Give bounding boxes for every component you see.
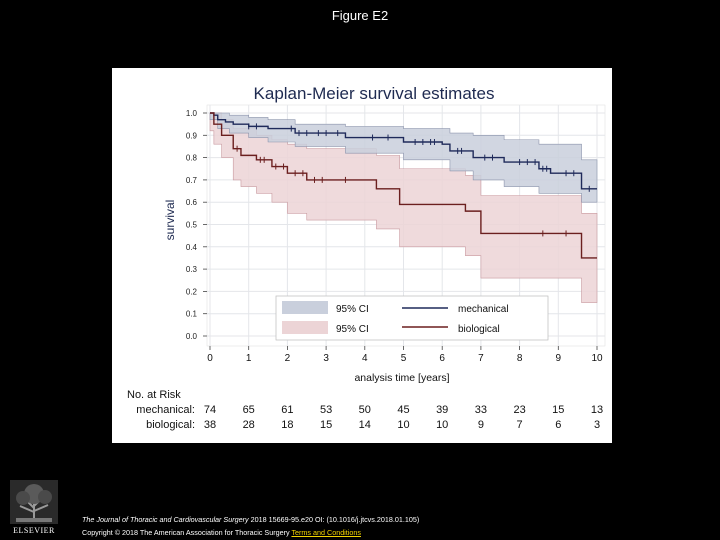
risk-value: 10: [436, 419, 448, 431]
citation-text: 2018 15669-95.e20 OI: (10.1016/j.jtcvs.2…: [248, 515, 420, 524]
risk-value: 65: [243, 404, 255, 416]
kaplan-meier-figure: Kaplan-Meier survival estimates 0.0 0.1 0.2…: [112, 68, 612, 443]
legend-label-ci-mechanical: 95% CI: [336, 304, 369, 315]
y-tick-label: 0.1: [186, 310, 198, 319]
copyright-text: Copyright © 2018 The American Associatio…: [82, 528, 292, 537]
risk-value: 38: [204, 419, 216, 431]
x-tick-label: 5: [401, 353, 407, 364]
y-tick-label: 1.0: [186, 109, 198, 118]
y-tick-label: 0.6: [186, 198, 198, 207]
risk-value: 39: [436, 404, 448, 416]
x-tick-label: 7: [478, 353, 484, 364]
risk-value: 14: [359, 419, 371, 431]
risk-value: 10: [397, 419, 409, 431]
risk-value: 61: [281, 404, 293, 416]
x-axis-label: analysis time [years]: [354, 372, 449, 384]
risk-value: 23: [513, 404, 525, 416]
citation-line: The Journal of Thoracic and Cardiovascul…: [82, 515, 419, 524]
x-tick-label: 9: [556, 353, 562, 364]
y-tick-label: 0.8: [186, 154, 198, 163]
risk-value: 45: [397, 404, 409, 416]
risk-value: 13: [591, 404, 603, 416]
x-tick-label: 2: [285, 353, 291, 364]
x-tick-label: 6: [439, 353, 445, 364]
risk-value: 6: [555, 419, 561, 431]
legend-swatch-ci-biological: [282, 321, 328, 334]
slide-title: Figure E2: [331, 8, 389, 23]
y-tick-label: 0.4: [186, 243, 198, 252]
risk-value: 15: [552, 404, 564, 416]
risk-value: 50: [359, 404, 371, 416]
risk-value: 33: [475, 404, 487, 416]
x-tick-label: 3: [323, 353, 329, 364]
elsevier-tree-logo: [10, 480, 58, 524]
y-tick-label: 0.2: [186, 287, 198, 296]
legend-swatch-ci-mechanical: [282, 301, 328, 314]
y-tick-label: 0.9: [186, 131, 198, 140]
terms-link[interactable]: Terms and Conditions: [291, 528, 361, 537]
y-tick-label: 0.5: [186, 221, 198, 230]
risk-table-title: No. at Risk: [127, 389, 181, 401]
legend-label-biological: biological: [458, 324, 500, 335]
risk-row-label: biological:: [146, 419, 195, 431]
risk-value: 15: [320, 419, 332, 431]
risk-value: 9: [478, 419, 484, 431]
elsevier-logo-text: ELSEVIER: [13, 526, 55, 535]
kaplan-meier-chart: Kaplan-Meier survival estimates 0.0 0.1 0.2…: [127, 84, 606, 431]
y-axis-label: survival: [163, 200, 177, 241]
chart-title: Kaplan-Meier survival estimates: [254, 84, 495, 103]
y-tick-label: 0.7: [186, 176, 198, 185]
x-tick-label: 1: [246, 353, 252, 364]
risk-value: 3: [594, 419, 600, 431]
x-tick-label: 4: [362, 353, 368, 364]
survival-line-mechanical: [210, 112, 597, 190]
journal-name: The Journal of Thoracic and Cardiovascul…: [82, 515, 249, 524]
risk-value: 28: [243, 419, 255, 431]
legend-label-ci-biological: 95% CI: [336, 324, 369, 335]
risk-value: 53: [320, 404, 332, 416]
x-tick-label: 0: [207, 353, 213, 364]
legend-label-mechanical: mechanical: [458, 304, 509, 315]
risk-row-label: mechanical:: [136, 404, 195, 416]
survival-line-biological: [210, 112, 597, 259]
y-tick-label: 0.3: [186, 265, 198, 274]
risk-value: 7: [517, 419, 523, 431]
risk-value: 74: [204, 404, 216, 416]
x-tick-label: 10: [591, 353, 603, 364]
risk-value: 18: [281, 419, 293, 431]
y-tick-label: 0.0: [186, 332, 198, 341]
copyright-line: Copyright © 2018 The American Associatio…: [82, 528, 361, 537]
x-tick-label: 8: [517, 353, 523, 364]
